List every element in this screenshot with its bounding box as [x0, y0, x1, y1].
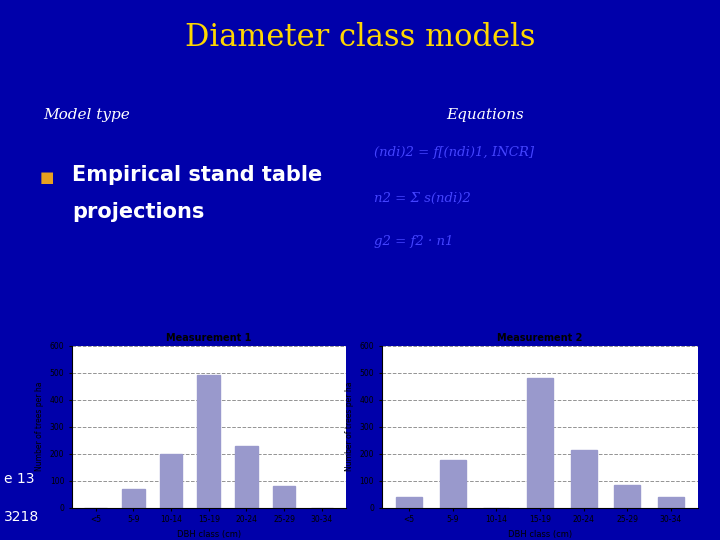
Text: (ndi)2 = f[(ndi)1, INCR]: (ndi)2 = f[(ndi)1, INCR]: [374, 146, 534, 159]
Bar: [440, 460, 466, 508]
Y-axis label: Number of trees per ha: Number of trees per ha: [345, 382, 354, 471]
Title: Measurement 2: Measurement 2: [498, 333, 582, 343]
Bar: [658, 497, 684, 508]
Bar: [527, 378, 553, 508]
Y-axis label: Number of trees per ha: Number of trees per ha: [35, 382, 44, 471]
Text: ■: ■: [40, 170, 54, 185]
X-axis label: DBH class (cm): DBH class (cm): [176, 530, 241, 539]
Text: Model type: Model type: [43, 108, 130, 122]
Bar: [396, 497, 422, 508]
Bar: [273, 486, 295, 508]
Bar: [570, 449, 597, 508]
X-axis label: DBH class (cm): DBH class (cm): [508, 530, 572, 539]
Text: e 13: e 13: [4, 472, 34, 486]
Bar: [160, 454, 182, 508]
Bar: [122, 489, 145, 508]
Text: Empirical stand table: Empirical stand table: [72, 165, 323, 185]
Text: projections: projections: [72, 202, 204, 222]
Text: g2 = f2 · n1: g2 = f2 · n1: [374, 235, 454, 248]
Text: n2 = Σ s(ndi)2: n2 = Σ s(ndi)2: [374, 192, 471, 205]
Bar: [197, 375, 220, 508]
Title: Measurement 1: Measurement 1: [166, 333, 251, 343]
Text: Diameter class models: Diameter class models: [185, 22, 535, 52]
Bar: [614, 485, 640, 508]
Text: Equations: Equations: [446, 108, 524, 122]
Bar: [235, 446, 258, 508]
Text: 3218: 3218: [4, 510, 39, 524]
